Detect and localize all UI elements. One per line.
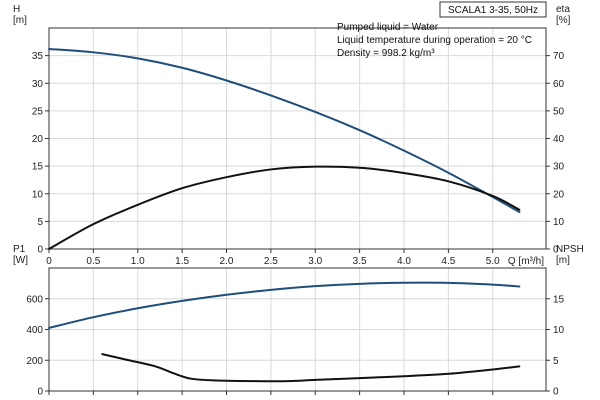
panel-2-y2-axis-label-line-2: [m] bbox=[556, 255, 570, 266]
panel-1-x-axis-label: Q [m³/h] bbox=[508, 256, 544, 267]
panel-1-x-tick-label: 0.5 bbox=[86, 256, 100, 267]
annotation-1: Pumped liquid = Water bbox=[337, 22, 439, 33]
panel-2-y-axis-label-line-1: P1 bbox=[13, 244, 26, 255]
panel-1-x-tick-label: 4.0 bbox=[397, 256, 411, 267]
panel-1-y-axis-label-line-2: [m] bbox=[13, 15, 27, 26]
panel-2-y-tick-label: 0 bbox=[37, 387, 43, 398]
panel-1-y-tick-label: 35 bbox=[32, 51, 44, 62]
panel-1-y-tick-label: 25 bbox=[32, 106, 44, 117]
panel-1-y-axis-label-line-1: H bbox=[13, 4, 20, 15]
panel-1-x-tick-label: 5.0 bbox=[486, 256, 500, 267]
panel-2-series-1-line bbox=[48, 281, 521, 329]
annotation-3: Density = 998.2 kg/m³ bbox=[337, 48, 435, 59]
panel-1-y2-tick-label: 10 bbox=[553, 217, 565, 228]
panel-1-y2-tick-label: 50 bbox=[553, 106, 565, 117]
panel-2-y-tick-label: 400 bbox=[26, 325, 43, 336]
annotation-2: Liquid temperature during operation = 20… bbox=[337, 35, 532, 46]
panel-2-y2-axis-label-line-1: NPSH bbox=[556, 244, 584, 255]
panel-1-y2-tick-label: 40 bbox=[553, 134, 565, 145]
panel-1-x-tick-label: 3.5 bbox=[353, 256, 367, 267]
panel-2-y2-tick-label: 10 bbox=[553, 325, 565, 336]
panel-1-y-tick-label: 0 bbox=[37, 245, 43, 256]
panel-1-x-tick-label: 1.0 bbox=[131, 256, 145, 267]
panel-1-x-tick-label: 4.5 bbox=[441, 256, 455, 267]
panel-1-y2-tick-label: 60 bbox=[553, 79, 565, 90]
title-box-text: SCALA1 3-35, 50Hz bbox=[448, 5, 538, 16]
panel-1-y2-tick-label: 20 bbox=[553, 189, 565, 200]
panel-2-y-axis-label-line-2: [W] bbox=[13, 255, 28, 266]
panel-1-y-tick-label: 15 bbox=[32, 162, 44, 173]
panel-1-y2-tick-label: 30 bbox=[553, 162, 565, 173]
panel-2-y-tick-label: 600 bbox=[26, 294, 43, 305]
panel-1-y2-tick-label: 0 bbox=[553, 245, 559, 256]
panel-1-series-2-line bbox=[48, 165, 521, 250]
head-efficiency-panel: 0 5 10 15 20 25 30 35 0 10 20 30 40 50 60 70 0 0.5 1.0 1.5 2… bbox=[13, 1, 571, 267]
title-box bbox=[439, 1, 547, 18]
panel-1-x-tick-label: 3.0 bbox=[308, 256, 322, 267]
panel-1-y-tick-label: 5 bbox=[37, 217, 43, 228]
panel-1-series-1-line bbox=[48, 48, 521, 213]
panel-1-y-tick-label: 10 bbox=[32, 189, 44, 200]
panel-1-y-tick-label: 20 bbox=[32, 134, 44, 145]
panel-1-x-tick-label: 2.0 bbox=[220, 256, 234, 267]
panel-2-series-2-line bbox=[101, 353, 521, 383]
panel-2-y2-tick-label: 0 bbox=[553, 387, 559, 398]
panel-2-y2-tick-label: 15 bbox=[553, 294, 565, 305]
panel-2-y2-tick-label: 5 bbox=[553, 356, 559, 367]
panel-2-y-tick-label: 200 bbox=[26, 356, 43, 367]
panel-1-x-tick-label: 0 bbox=[46, 256, 52, 267]
panel-1-x-tick-label: 1.5 bbox=[175, 256, 189, 267]
panel-1-y2-axis-label-line-1: eta bbox=[556, 4, 570, 15]
panel-1-x-tick-label: 2.5 bbox=[264, 256, 278, 267]
power-npsh-panel: 0 200 400 600 0 5 10 15 P1[W] NPSH[m] bbox=[13, 244, 584, 398]
panel-1-y-tick-label: 30 bbox=[32, 79, 44, 90]
panel-1-y2-tick-label: 70 bbox=[553, 51, 565, 62]
panel-1-y2-axis-label-line-2: [%] bbox=[556, 15, 571, 26]
